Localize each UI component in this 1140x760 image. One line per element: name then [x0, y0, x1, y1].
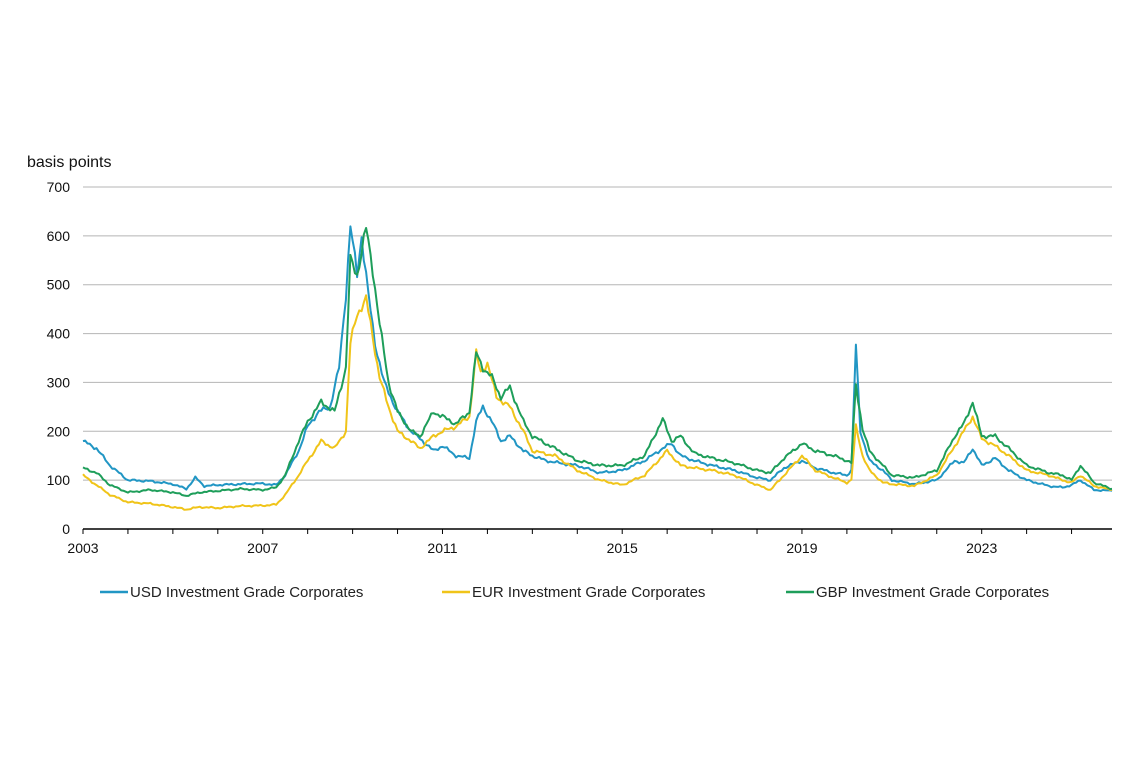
y-tick-label: 600 — [47, 228, 71, 244]
y-tick-label: 300 — [47, 374, 71, 390]
legend: USD Investment Grade Corporates EUR Inves… — [100, 584, 1049, 601]
y-tick-label: 700 — [47, 179, 71, 195]
x-tick-label: 2007 — [247, 540, 278, 556]
x-tick-label: 2003 — [67, 540, 98, 556]
series-lines — [82, 225, 1113, 511]
series-line-eur — [82, 294, 1113, 511]
series-line-gbp — [82, 227, 1113, 497]
y-tick-label: 500 — [47, 277, 71, 293]
y-axis-tick-labels: 0 100 200 300 400 500 600 700 — [47, 179, 71, 537]
x-tick-label: 2023 — [966, 540, 997, 556]
x-tick-label: 2019 — [786, 540, 817, 556]
y-tick-label: 100 — [47, 472, 71, 488]
y-tick-label: 400 — [47, 326, 71, 342]
x-tick-label: 2011 — [427, 540, 457, 556]
x-axis: 2003 2007 2011 2015 2019 2023 — [67, 528, 1112, 556]
x-tick-label: 2015 — [607, 540, 638, 556]
y-tick-label: 200 — [47, 423, 71, 439]
gridlines — [83, 186, 1112, 481]
series-line-usd — [82, 225, 1113, 492]
legend-label-usd: USD Investment Grade Corporates — [130, 584, 363, 601]
y-tick-label: 0 — [62, 521, 70, 537]
legend-label-eur: EUR Investment Grade Corporates — [472, 584, 705, 601]
y-axis-unit-label: basis points — [27, 154, 112, 171]
legend-label-gbp: GBP Investment Grade Corporates — [816, 584, 1049, 601]
